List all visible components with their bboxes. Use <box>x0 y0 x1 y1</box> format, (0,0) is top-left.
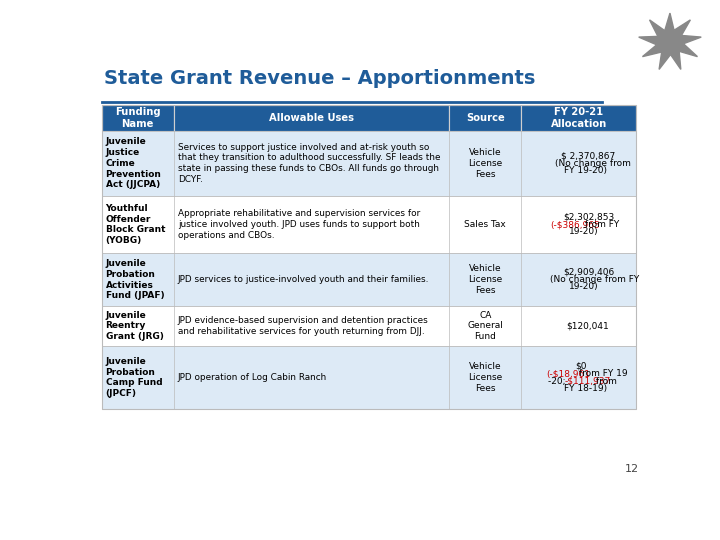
Bar <box>102 253 636 306</box>
Text: $ 2,370,867: $ 2,370,867 <box>561 152 616 160</box>
Text: Juvenile
Probation
Camp Fund
(JPCF): Juvenile Probation Camp Fund (JPCF) <box>106 357 162 398</box>
Bar <box>102 346 636 409</box>
Bar <box>449 105 521 131</box>
Text: (No change from: (No change from <box>555 159 631 168</box>
Text: JPD evidence-based supervision and detention practices
and rehabilitative servic: JPD evidence-based supervision and deten… <box>178 316 428 336</box>
Text: JPD services to justice-involved youth and their families.: JPD services to justice-involved youth a… <box>178 275 429 284</box>
Text: -20;: -20; <box>549 376 569 386</box>
Bar <box>521 105 636 131</box>
Text: from: from <box>593 376 617 386</box>
Bar <box>174 105 449 131</box>
Text: Source: Source <box>466 113 505 123</box>
Bar <box>102 105 174 131</box>
Text: Juvenile
Probation
Activities
Fund (JPAF): Juvenile Probation Activities Fund (JPAF… <box>106 259 164 300</box>
Text: Services to support justice involved and at-risk youth so
that they transition t: Services to support justice involved and… <box>178 143 440 184</box>
Text: Vehicle
License
Fees: Vehicle License Fees <box>468 148 503 179</box>
Bar <box>102 306 636 346</box>
Text: (-$18,961: (-$18,961 <box>546 369 590 378</box>
Text: FY 20-21
Allocation: FY 20-21 Allocation <box>551 107 607 129</box>
Text: Youthful
Offender
Block Grant
(YOBG): Youthful Offender Block Grant (YOBG) <box>106 204 165 245</box>
Text: State Grant Revenue – Apportionments: State Grant Revenue – Apportionments <box>104 69 536 88</box>
Text: 12: 12 <box>624 464 639 475</box>
Text: $2,909,406: $2,909,406 <box>563 268 614 277</box>
Bar <box>102 195 636 253</box>
Text: (No change from FY: (No change from FY <box>550 275 639 284</box>
Bar <box>102 131 636 195</box>
Text: 19-20): 19-20) <box>570 227 599 237</box>
Text: from FY 19: from FY 19 <box>576 369 627 378</box>
Text: Juvenile
Reentry
Grant (JRG): Juvenile Reentry Grant (JRG) <box>106 310 163 341</box>
Text: -$111,937: -$111,937 <box>564 376 611 386</box>
Text: (-$386,965: (-$386,965 <box>550 220 600 229</box>
Text: FY 19-20): FY 19-20) <box>564 166 608 175</box>
Text: Vehicle
License
Fees: Vehicle License Fees <box>468 265 503 295</box>
Text: $0: $0 <box>576 362 588 371</box>
Text: Funding
Name: Funding Name <box>115 107 161 129</box>
Text: CA
General
Fund: CA General Fund <box>467 310 503 341</box>
Text: Juvenile
Justice
Crime
Prevention
Act (JJCPA): Juvenile Justice Crime Prevention Act (J… <box>106 137 161 190</box>
Text: $120,041: $120,041 <box>566 321 609 330</box>
Text: Sales Tax: Sales Tax <box>464 220 506 229</box>
Bar <box>102 105 636 409</box>
Text: FY 18-19): FY 18-19) <box>564 384 608 393</box>
Text: $2,302,853: $2,302,853 <box>563 213 614 222</box>
Text: from FY: from FY <box>582 220 619 229</box>
Text: Allowable Uses: Allowable Uses <box>269 113 354 123</box>
Text: Vehicle
License
Fees: Vehicle License Fees <box>468 362 503 393</box>
Text: JPD operation of Log Cabin Ranch: JPD operation of Log Cabin Ranch <box>178 373 327 382</box>
Text: 19-20): 19-20) <box>570 282 599 292</box>
Polygon shape <box>639 13 701 70</box>
Text: Appropriate rehabilitative and supervision services for
justice involved youth. : Appropriate rehabilitative and supervisi… <box>178 210 420 240</box>
